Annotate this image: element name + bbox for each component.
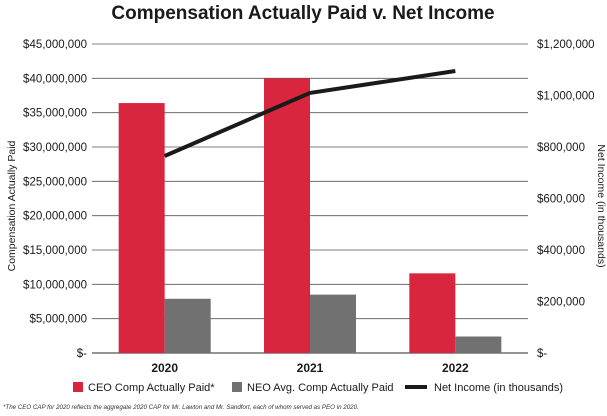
left-tick-label: $35,000,000 — [23, 108, 87, 120]
legend: CEO Comp Actually Paid* NEO Avg. Comp Act… — [73, 382, 563, 394]
left-tick-label: $30,000,000 — [23, 142, 87, 154]
left-tick-label: $15,000,000 — [23, 245, 87, 257]
left-tick-label: $20,000,000 — [23, 211, 87, 223]
x-category-label: 2020 — [151, 361, 178, 375]
left-axis-ticks: $- $5,000,000 $10,000,000 $15,000,000 $20,00… — [23, 39, 87, 360]
left-tick-label: $45,000,000 — [23, 39, 87, 51]
right-tick-label: $600,000 — [537, 194, 585, 206]
left-tick-label: $- — [77, 348, 87, 360]
ceo-cap-bar-2022 — [409, 273, 456, 353]
bars — [118, 78, 502, 353]
left-tick-label: $25,000,000 — [23, 176, 87, 188]
legend-label: CEO Comp Actually Paid* — [88, 382, 215, 394]
footnote: *The CEO CAP for 2020 reflects the aggre… — [3, 404, 359, 411]
right-tick-label: $200,000 — [537, 297, 585, 309]
legend-label: NEO Avg. Comp Actually Paid — [247, 382, 394, 394]
ceo-cap-bar-2021 — [264, 78, 310, 353]
chart-title: Compensation Actually Paid v. Net Income — [111, 3, 494, 24]
x-category-label: 2021 — [297, 361, 324, 375]
right-axis-ticks: $- $200,000 $400,000 $600,000 $800,000 $1,000… — [537, 39, 595, 360]
neo-cap-bar-2021 — [310, 294, 356, 353]
right-tick-label: $1,200,000 — [537, 39, 595, 51]
left-tick-label: $40,000,000 — [23, 73, 87, 85]
right-tick-label: $1,000,000 — [537, 91, 595, 103]
neo-cap-bar-2020 — [164, 298, 211, 353]
neo-cap-bar-2022 — [455, 336, 502, 353]
y2-axis-title: Net Income (in thousands) — [595, 144, 607, 267]
legend-label: Net Income (in thousands) — [434, 382, 563, 394]
left-tick-label: $10,000,000 — [23, 279, 87, 291]
legend-swatch-neo — [232, 382, 242, 392]
category-labels: 2020 2021 2022 — [151, 361, 469, 375]
ceo-cap-bar-2020 — [118, 103, 165, 353]
net-income-line-layer — [163, 69, 456, 158]
x-category-label: 2022 — [442, 361, 469, 375]
right-tick-label: $- — [537, 348, 547, 360]
right-tick-label: $800,000 — [537, 142, 585, 154]
left-tick-label: $5,000,000 — [29, 314, 87, 326]
legend-swatch-ceo — [73, 382, 83, 392]
y-axis-title: Compensation Actually Paid — [6, 140, 18, 271]
right-tick-label: $400,000 — [537, 245, 585, 257]
